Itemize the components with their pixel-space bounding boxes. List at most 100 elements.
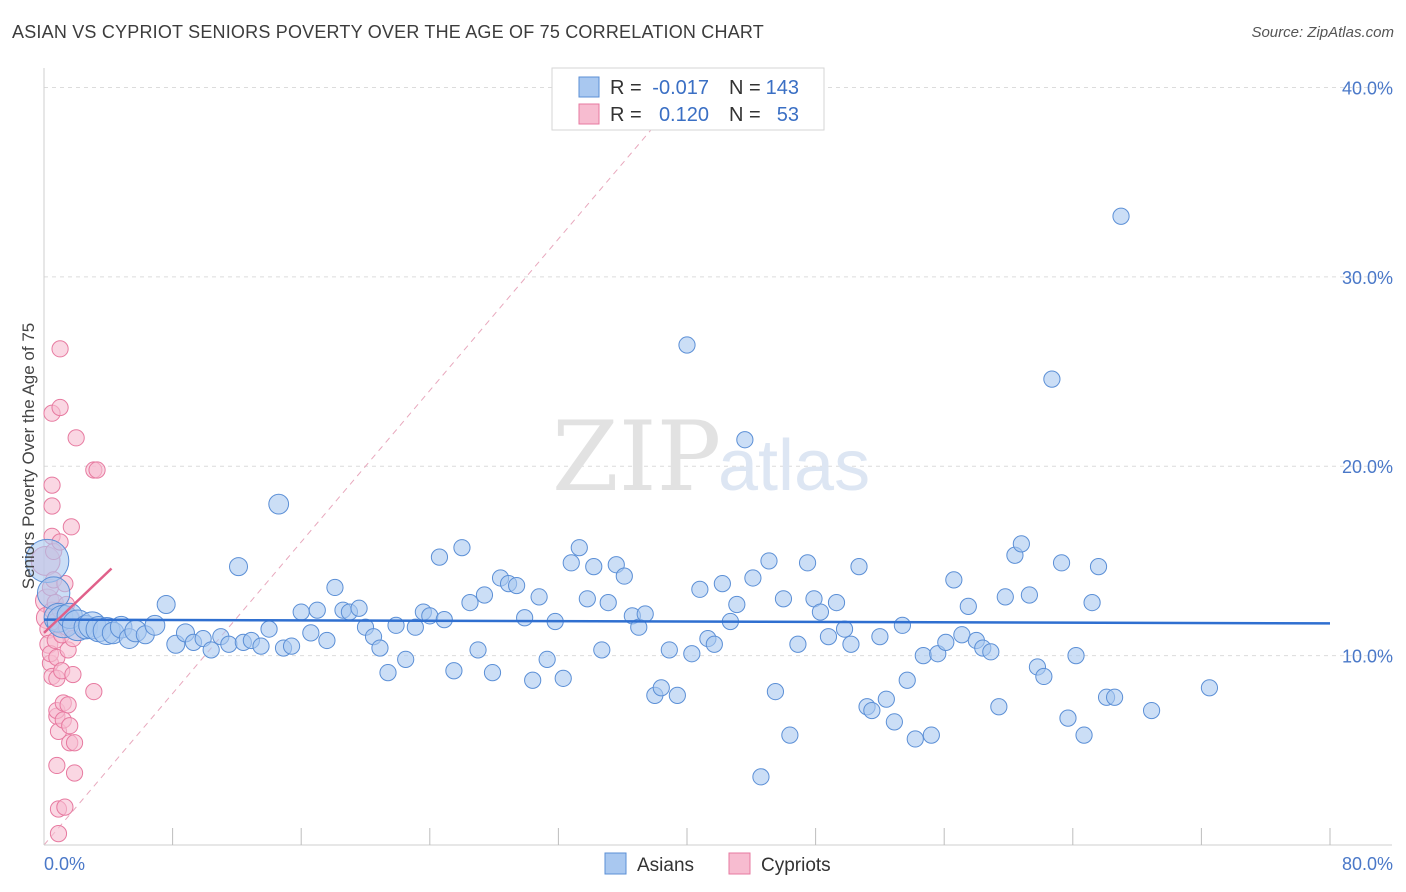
asian-point-70: [593, 641, 611, 659]
asian-point-110: [893, 616, 912, 634]
asian-point-73: [615, 567, 633, 585]
y-axis-label: Seniors Poverty Over the Age of 75: [19, 323, 38, 589]
cypriot-trend-line: [43, 567, 113, 634]
asian-trend-line: [43, 618, 1331, 625]
asian-point-135: [1083, 593, 1101, 612]
legend-n-label-asian: N =: [729, 77, 761, 99]
cypriot-point-51: [88, 461, 106, 479]
asian-point-124: [996, 588, 1014, 606]
asian-point-95: [781, 726, 799, 744]
asian-point-116: [937, 633, 955, 651]
asian-point-102: [835, 620, 854, 638]
asian-point-63: [538, 650, 556, 669]
asian-point-78: [652, 679, 670, 697]
asian-point-109: [885, 713, 903, 731]
asian-point-39: [350, 599, 368, 617]
cypriot-point-40: [59, 696, 77, 714]
asian-point-94: [774, 590, 793, 608]
asian-point-59: [508, 576, 526, 595]
cypriot-point-41: [61, 717, 79, 735]
asian-point-103: [842, 635, 860, 653]
asian-point-61: [524, 671, 542, 689]
legend-swatch-cypriot: [578, 103, 600, 125]
asian-point-45: [397, 650, 415, 669]
asian-point-23: [220, 635, 238, 653]
asian-point-100: [819, 628, 838, 646]
cypriot-point-26: [49, 825, 68, 843]
legend: R = -0.017 N = 143 R = 0.120 N = 53: [551, 67, 825, 131]
asian-point-15: [144, 614, 166, 636]
bottom-legend-swatch-cypriots: [728, 852, 751, 875]
asian-point-82: [683, 645, 701, 663]
legend-n-label-cypriot: N =: [729, 104, 761, 126]
bottom-legend-swatch-asians: [604, 852, 627, 875]
source-label: Source: ZipAtlas.com: [1251, 24, 1394, 41]
legend-r-value-cypriot: 0.120: [659, 104, 709, 126]
axes: [43, 68, 1392, 846]
asian-point-16: [156, 594, 176, 614]
asian-point-114: [922, 726, 940, 744]
bottom-legend-label-cypriots: Cypriots: [761, 855, 831, 876]
asian-point-67: [570, 539, 588, 557]
asian-point-138: [1105, 688, 1124, 706]
asian-point-28: [260, 620, 278, 638]
asian-point-88: [728, 595, 746, 614]
asian-point-101: [827, 593, 846, 612]
trend-lines: [43, 567, 1331, 634]
asian-point-129: [1035, 667, 1053, 686]
asian-point-130: [1043, 370, 1061, 388]
asian-point-85: [705, 635, 723, 653]
cypriot-point-28: [51, 398, 69, 417]
y-tick-label-2: 30.0%: [1342, 268, 1393, 288]
asian-point-35: [318, 631, 336, 650]
asian-point-24: [229, 557, 249, 577]
legend-swatch-asian: [578, 76, 600, 98]
asian-point-33: [302, 624, 320, 642]
asian-point-107: [871, 628, 889, 646]
asian-point-69: [585, 558, 603, 576]
asian-point-141: [1200, 679, 1219, 697]
grid-lines: [44, 86, 1390, 657]
asian-point-55: [475, 586, 494, 604]
diagonal-line: [43, 77, 696, 846]
asian-point-71: [599, 593, 617, 612]
asian-point-53: [461, 593, 479, 612]
asian-point-81: [678, 336, 696, 354]
cypriot-point-23: [48, 756, 66, 775]
asian-point-21: [202, 641, 220, 659]
asian-point-92: [760, 552, 778, 570]
asian-point-62: [530, 588, 548, 606]
legend-r-label-asian: R =: [610, 77, 642, 99]
asian-point-139: [1112, 207, 1130, 225]
cypriot-point-35: [56, 798, 74, 816]
cypriot-point-49: [67, 429, 85, 447]
asian-point-27: [252, 637, 270, 655]
tick-labels: 10.0% 20.0% 30.0% 40.0% 0.0% 80.0%: [44, 78, 1393, 874]
asian-point-36: [326, 578, 344, 597]
asian-point-93: [766, 683, 785, 701]
asian-point-46: [406, 618, 424, 636]
asian-point-54: [469, 641, 487, 659]
asian-point-97: [798, 554, 817, 572]
asian-point-118: [953, 626, 971, 644]
asian-point-90: [744, 569, 762, 587]
asian-point-96: [789, 635, 807, 653]
bottom-legend-label-asians: Asians: [637, 855, 694, 876]
asian-point-79: [660, 641, 678, 659]
asian-point-80: [668, 686, 686, 704]
asian-point-68: [578, 590, 596, 608]
asian-point-112: [906, 730, 924, 748]
asian-point-133: [1067, 647, 1085, 665]
asian-point-52: [453, 539, 471, 557]
y-tick-label-3: 40.0%: [1342, 78, 1393, 98]
asian-point-123: [990, 698, 1008, 716]
asian-point-86: [713, 575, 731, 593]
asian-point-111: [898, 671, 916, 689]
watermark-zip: ZIP: [552, 401, 721, 513]
asian-point-43: [379, 664, 397, 682]
asian-point-108: [877, 690, 895, 708]
asian-point-66: [562, 554, 580, 572]
diagonal-reference: [43, 77, 696, 846]
asian-points: [25, 207, 1219, 786]
asian-point-99: [811, 603, 830, 621]
